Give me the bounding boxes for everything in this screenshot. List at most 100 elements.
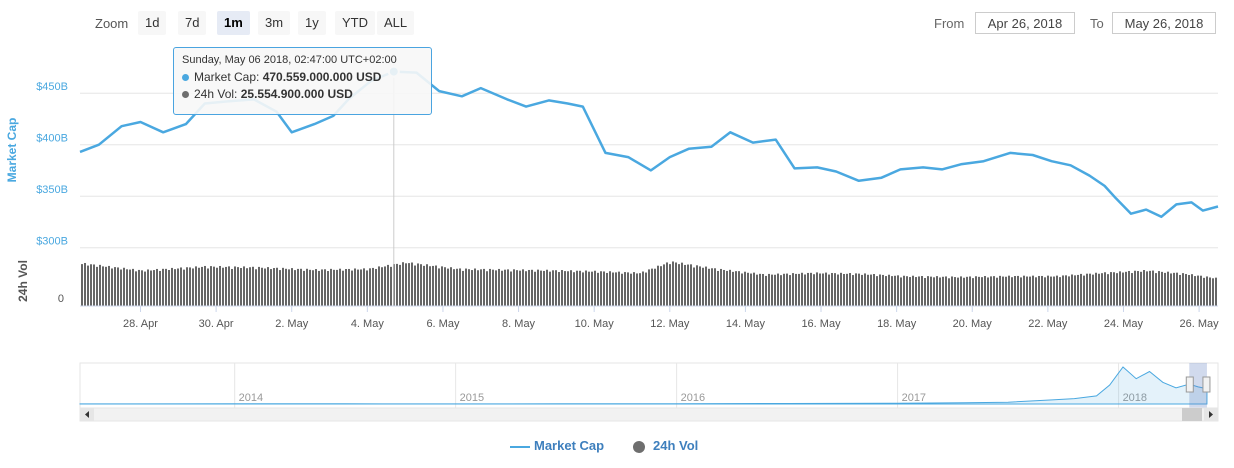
- volume-bar: [741, 273, 743, 306]
- volume-bar: [603, 271, 605, 306]
- to-date-input[interactable]: May 26, 2018: [1112, 12, 1216, 34]
- legend-volume[interactable]: 24h Vol: [653, 438, 699, 453]
- volume-bar: [273, 268, 275, 306]
- scrollbar-thumb[interactable]: [1182, 408, 1202, 421]
- volume-bar: [1041, 275, 1043, 306]
- volume-bar: [120, 269, 122, 306]
- volume-bar: [144, 271, 146, 306]
- market-cap-dot-icon: [182, 74, 189, 82]
- zoom-ytd-button[interactable]: YTD: [335, 11, 375, 35]
- volume-bar: [219, 265, 221, 306]
- volume-bar: [984, 276, 986, 306]
- volume-bar: [1203, 277, 1205, 306]
- volume-bar: [1158, 271, 1160, 306]
- volume-bar: [1194, 276, 1196, 306]
- scrollbar-right-arrow-icon: [1209, 411, 1213, 418]
- volume-bar: [918, 276, 920, 306]
- volume-bar: [807, 272, 809, 306]
- zoom-1y-button[interactable]: 1y: [298, 11, 326, 35]
- volume-bar: [1149, 270, 1151, 306]
- volume-bar: [522, 269, 524, 306]
- volume-bar: [846, 273, 848, 306]
- legend-market-cap[interactable]: Market Cap: [534, 438, 605, 453]
- volume-bar: [1107, 274, 1109, 306]
- volume-bar: [1047, 275, 1049, 306]
- volume-bar: [942, 276, 944, 306]
- volume-bar: [438, 268, 440, 306]
- volume-bar: [360, 269, 362, 306]
- navigator-selected-range[interactable]: [1189, 363, 1207, 408]
- market-cap-line: [79, 70, 1219, 219]
- volume-bar: [651, 268, 653, 306]
- volume-bar: [732, 271, 734, 306]
- volume-bar: [462, 270, 464, 306]
- volume-bar: [816, 272, 818, 306]
- navigator-left-handle[interactable]: [1185, 376, 1194, 393]
- zoom-1m-button[interactable]: 1m: [217, 11, 250, 35]
- volume-bar: [495, 270, 497, 306]
- zoom-all-button[interactable]: ALL: [377, 11, 415, 35]
- volume-bar: [945, 276, 947, 306]
- volume-bar: [1146, 271, 1148, 306]
- volume-bar: [852, 275, 854, 306]
- volume-bar: [429, 266, 431, 306]
- volume-bar: [195, 266, 197, 306]
- volume-bar: [246, 268, 248, 306]
- volume-bar: [963, 277, 965, 306]
- volume-bar: [204, 265, 206, 306]
- volume-bar: [267, 267, 269, 306]
- volume-axis-title: 24h Vol: [16, 260, 30, 302]
- volume-bar: [768, 273, 770, 306]
- volume-bar: [936, 276, 938, 306]
- volume-bar: [834, 273, 836, 306]
- volume-bar: [792, 273, 794, 306]
- volume-bar: [702, 267, 704, 306]
- volume-bar: [819, 273, 821, 306]
- volume-bar: [1137, 271, 1139, 306]
- volume-bar: [321, 269, 323, 306]
- volume-bar: [192, 268, 194, 306]
- volume-bar: [771, 274, 773, 306]
- x-tick-label: 26. May: [1180, 318, 1220, 330]
- y-axis: $450B $400B $350B $300B: [36, 81, 68, 248]
- volume-bar: [645, 272, 647, 306]
- volume-bar: [102, 266, 104, 306]
- zoom-1d-button[interactable]: 1d: [138, 11, 167, 35]
- volume-bar: [291, 268, 293, 306]
- zoom-3m-button[interactable]: 3m: [258, 11, 291, 35]
- volume-bar: [591, 271, 593, 306]
- volume-bar: [492, 269, 494, 306]
- volume-bar: [177, 268, 179, 306]
- x-tick-label: 6. May: [426, 318, 460, 330]
- zoom-label: Zoom: [95, 16, 129, 31]
- volume-bar: [717, 270, 719, 306]
- volume-bar: [306, 268, 308, 306]
- volume-bar: [1104, 272, 1106, 306]
- volume-bar: [714, 268, 716, 306]
- volume-bar: [1155, 273, 1157, 306]
- volume-bar: [450, 267, 452, 306]
- volume-bar: [258, 266, 260, 306]
- volume-bar: [705, 266, 707, 306]
- volume-bar: [747, 272, 749, 306]
- volume-bar: [921, 276, 923, 306]
- volume-bar: [285, 268, 287, 306]
- volume-bar: [447, 268, 449, 306]
- volume-bar: [1101, 273, 1103, 306]
- scrollbar-track[interactable]: [79, 407, 1219, 422]
- volume-bar: [780, 275, 782, 306]
- volume-bar: [1056, 275, 1058, 306]
- volume-bar: [1011, 277, 1013, 306]
- volume-bar: [339, 268, 341, 306]
- volume-bar: [396, 263, 398, 306]
- volume-bar: [939, 277, 941, 306]
- volume-bar: [498, 268, 500, 306]
- navigator-right-handle[interactable]: [1202, 376, 1211, 393]
- volume-bar: [510, 271, 512, 306]
- navigator[interactable]: 2014 2015 2016 2017 2018: [79, 362, 1219, 422]
- x-tick-label: 18. May: [877, 318, 917, 330]
- from-date-input[interactable]: Apr 26, 2018: [975, 12, 1075, 34]
- volume-bars: [81, 261, 1217, 306]
- volume-bar: [594, 270, 596, 306]
- zoom-7d-button[interactable]: 7d: [178, 11, 207, 35]
